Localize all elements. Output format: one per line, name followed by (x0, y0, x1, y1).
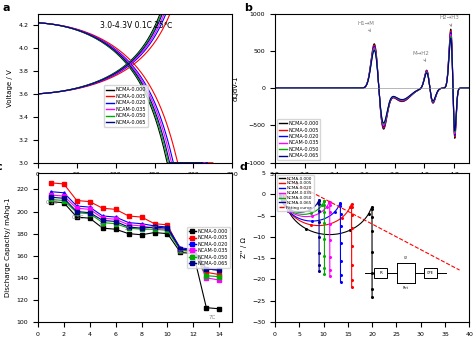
Text: Cf: Cf (404, 256, 407, 260)
Y-axis label: Z'' / Ω: Z'' / Ω (240, 237, 246, 258)
Y-axis label: Discharge Capacity/ mAhg-1: Discharge Capacity/ mAhg-1 (5, 198, 11, 297)
Text: R: R (379, 271, 382, 275)
Text: b: b (244, 3, 252, 13)
Text: 7C: 7C (209, 315, 216, 320)
Legend: NCMA-0.000, NCMA-0.005, NCMA-0.020, NCAM-0.035, NCMA-0.050, NCMA-0.065: NCMA-0.000, NCMA-0.005, NCMA-0.020, NCAM… (187, 227, 230, 268)
Legend: NCMA-0.000, NCMA-0.005, NCMA-0.020, NCAM-0.035, NCMA-0.050, NCMA-0.065, Fitting : NCMA-0.000, NCMA-0.005, NCMA-0.020, NCAM… (277, 175, 314, 211)
Text: CPE: CPE (427, 271, 434, 275)
Text: 5C: 5C (178, 250, 185, 255)
Y-axis label: Voltage / V: Voltage / V (7, 69, 13, 107)
Text: c: c (0, 162, 2, 172)
Text: 0.5C: 0.5C (72, 215, 84, 220)
Text: d: d (240, 162, 248, 172)
Text: a: a (3, 3, 10, 13)
Text: 3C: 3C (151, 226, 158, 231)
Text: 1C: 1C (99, 223, 106, 228)
Text: 3.0-4.3V 0.1C 25℃: 3.0-4.3V 0.1C 25℃ (100, 21, 173, 30)
Text: H2→H3: H2→H3 (439, 15, 459, 26)
Text: 2C: 2C (125, 226, 132, 231)
Y-axis label: dQdV-1: dQdV-1 (233, 75, 239, 101)
Text: H1→M: H1→M (357, 21, 374, 32)
Bar (374, 268, 387, 278)
Text: M→H2: M→H2 (412, 51, 429, 61)
X-axis label: Voltage / V: Voltage / V (353, 183, 391, 189)
Text: 0.1C: 0.1C (46, 200, 58, 205)
Bar (424, 268, 437, 278)
Legend: NCMA-0.000, NCMA-0.005, NCMA-0.020, NCAM-0.035, NCMA-0.050, NCMA-0.065: NCMA-0.000, NCMA-0.005, NCMA-0.020, NCAM… (277, 119, 320, 160)
X-axis label: Capacity / mAhg⁻¹: Capacity / mAhg⁻¹ (103, 183, 167, 190)
Legend: NCMA-0.000, NCMA-0.005, NCMA-0.020, NCAM-0.035, NCMA-0.050, NCMA-0.065: NCMA-0.000, NCMA-0.005, NCMA-0.020, NCAM… (104, 85, 147, 127)
Text: Rct: Rct (402, 286, 409, 290)
